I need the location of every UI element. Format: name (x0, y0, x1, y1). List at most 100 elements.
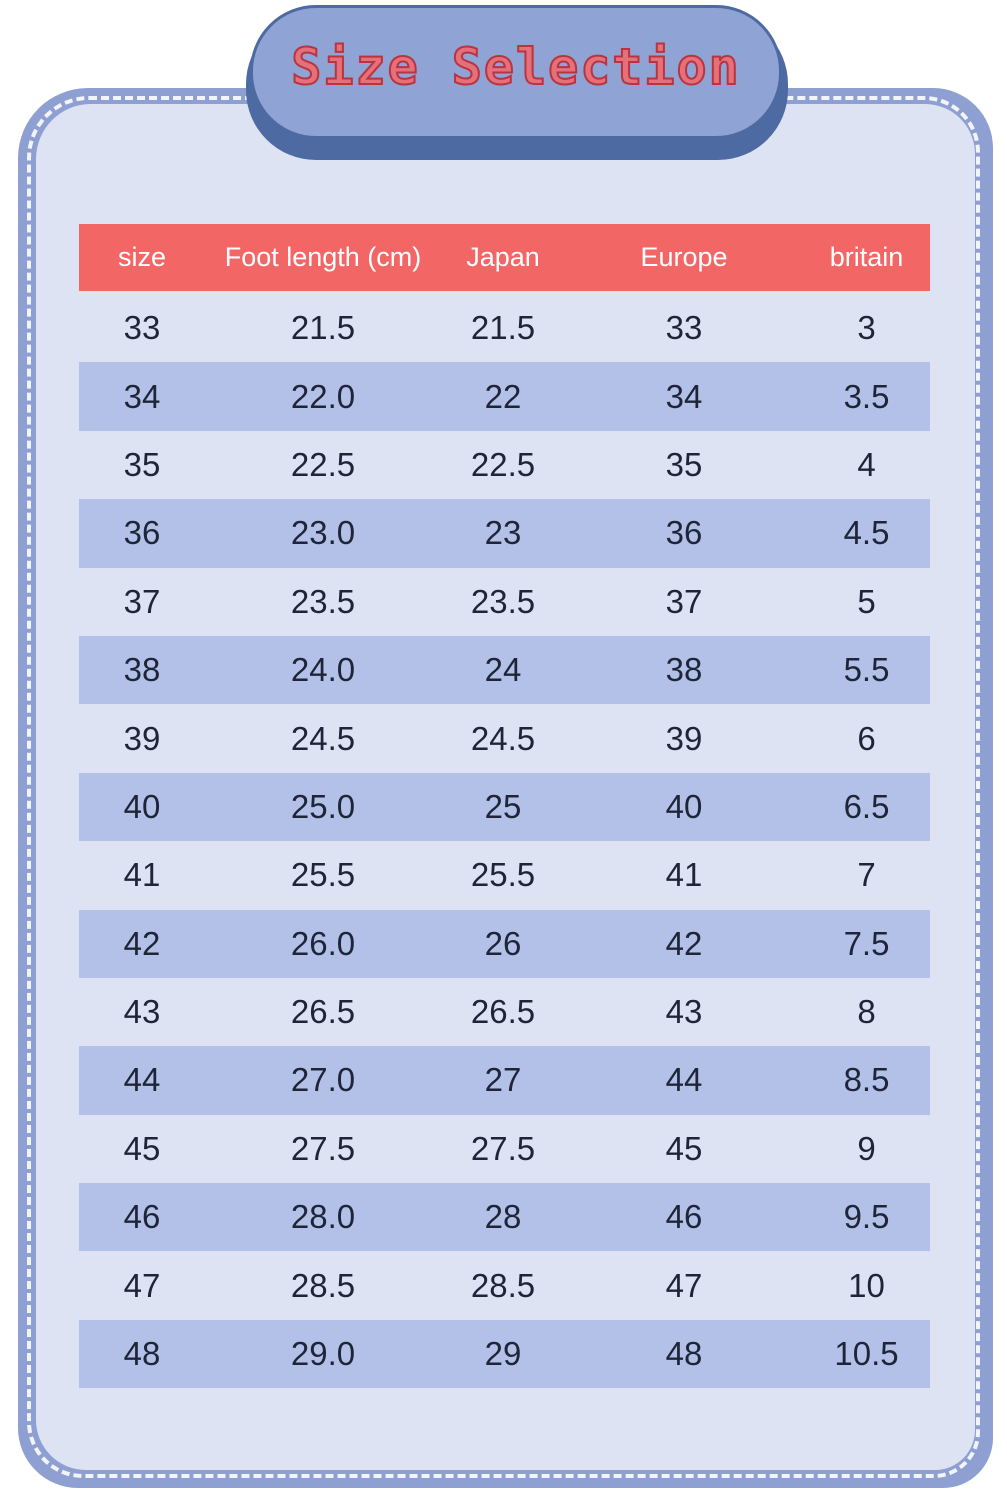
cell-size: 47 (123, 1266, 161, 1304)
cell-foot-length: 26.5 (290, 993, 356, 1031)
table-row: 46 28.0 28 46 9.5 (79, 1183, 930, 1252)
cell-japan: 23 (484, 514, 522, 552)
table-row: 40 25.0 25 40 6.5 (79, 772, 930, 842)
cell-japan: 25.5 (470, 856, 536, 894)
cell-europe: 41 (665, 856, 703, 894)
cell-japan: 27.5 (470, 1129, 536, 1167)
page-title: Size Selection (290, 37, 741, 97)
table-row: 41 25.5 25.5 41 7 (79, 841, 930, 909)
cell-foot-length: 28.0 (290, 1198, 356, 1236)
cell-foot-length: 27.0 (290, 1061, 356, 1099)
table-row: 37 23.5 23.5 37 5 (79, 568, 930, 636)
table-row: 43 26.5 26.5 43 8 (79, 978, 930, 1046)
cell-size: 43 (123, 993, 161, 1031)
cell-foot-length: 23.5 (290, 582, 356, 620)
cell-japan: 26.5 (470, 993, 536, 1031)
cell-size: 33 (123, 309, 161, 347)
cell-britain: 7.5 (843, 924, 890, 962)
table-row: 45 27.5 27.5 45 9 (79, 1115, 930, 1183)
table-header: size Foot length (cm) Japan Europe brita… (79, 224, 930, 291)
cell-britain: 4 (857, 445, 876, 483)
cell-size: 38 (123, 651, 161, 689)
cell-foot-length: 22.5 (290, 445, 356, 483)
table-row: 42 26.0 26 42 7.5 (79, 909, 930, 978)
title-banner (250, 5, 782, 139)
cell-japan: 22.5 (470, 445, 536, 483)
header-foot-length: Foot length (cm) (224, 242, 422, 272)
cell-size: 37 (123, 582, 161, 620)
cell-size: 45 (123, 1129, 161, 1167)
cell-britain: 8 (857, 993, 876, 1031)
cell-size: 46 (123, 1198, 161, 1236)
cell-size: 35 (123, 445, 161, 483)
cell-britain: 9.5 (843, 1198, 890, 1236)
cell-britain: 10.5 (834, 1335, 899, 1373)
cell-europe: 40 (665, 787, 703, 825)
table-row: 36 23.0 23 36 4.5 (79, 499, 930, 568)
cell-size: 39 (123, 719, 161, 757)
cell-japan: 28.5 (470, 1266, 536, 1304)
cell-europe: 35 (665, 445, 703, 483)
cell-foot-length: 25.5 (290, 856, 356, 894)
table-row: 33 21.5 21.5 33 3 (79, 294, 930, 362)
cell-size: 36 (123, 514, 161, 552)
cell-foot-length: 27.5 (290, 1129, 356, 1167)
header-europe: Europe (640, 242, 728, 272)
table-row: 38 24.0 24 38 5.5 (79, 635, 930, 705)
cell-foot-length: 29.0 (290, 1335, 356, 1373)
cell-britain: 9 (857, 1129, 876, 1167)
table-row: 47 28.5 28.5 47 10 (79, 1251, 930, 1319)
header-size: size (117, 242, 166, 272)
table-row: 34 22.0 22 34 3.5 (79, 362, 930, 431)
cell-japan: 23.5 (470, 582, 536, 620)
cell-foot-length: 28.5 (290, 1266, 356, 1304)
cell-japan: 29 (484, 1335, 522, 1373)
cell-foot-length: 26.0 (290, 924, 356, 962)
cell-japan: 24.5 (470, 719, 536, 757)
cell-europe: 47 (665, 1266, 703, 1304)
cell-europe: 34 (665, 377, 703, 415)
cell-size: 42 (123, 924, 161, 962)
cell-britain: 5.5 (843, 651, 890, 689)
cell-japan: 25 (484, 787, 522, 825)
size-table: size Foot length (cm) Japan Europe brita… (79, 224, 930, 1389)
cell-foot-length: 24.0 (290, 651, 356, 689)
cell-europe: 42 (665, 924, 703, 962)
table-row: 48 29.0 29 48 10.5 (79, 1319, 930, 1389)
cell-britain: 3.5 (843, 377, 890, 415)
cell-size: 48 (123, 1335, 161, 1373)
table-row: 35 22.5 22.5 35 4 (79, 431, 930, 499)
cell-britain: 4.5 (843, 514, 890, 552)
cell-size: 44 (123, 1061, 161, 1099)
cell-foot-length: 22.0 (290, 377, 356, 415)
cell-britain: 8.5 (843, 1061, 890, 1099)
cell-foot-length: 23.0 (290, 514, 356, 552)
cell-europe: 48 (665, 1335, 703, 1373)
cell-britain: 7 (857, 856, 876, 894)
cell-europe: 45 (665, 1129, 703, 1167)
cell-europe: 44 (665, 1061, 703, 1099)
cell-europe: 37 (665, 582, 703, 620)
cell-europe: 38 (665, 651, 703, 689)
cell-foot-length: 21.5 (290, 309, 356, 347)
cell-europe: 36 (665, 514, 703, 552)
cell-britain: 6.5 (843, 787, 890, 825)
cell-foot-length: 24.5 (290, 719, 356, 757)
cell-japan: 22 (484, 377, 522, 415)
cell-britain: 6 (857, 719, 876, 757)
cell-britain: 5 (857, 582, 876, 620)
cell-japan: 28 (484, 1198, 522, 1236)
cell-europe: 33 (665, 309, 703, 347)
cell-europe: 43 (665, 993, 703, 1031)
cell-britain: 10 (848, 1266, 885, 1304)
cell-japan: 21.5 (470, 309, 536, 347)
cell-britain: 3 (857, 309, 876, 347)
cell-japan: 26 (484, 924, 522, 962)
cell-size: 41 (123, 856, 161, 894)
table-row: 44 27.0 27 44 8.5 (79, 1046, 930, 1115)
cell-europe: 46 (665, 1198, 703, 1236)
cell-japan: 24 (484, 651, 522, 689)
header-japan: Japan (466, 242, 540, 272)
table-row: 39 24.5 24.5 39 6 (79, 704, 930, 772)
cell-europe: 39 (665, 719, 703, 757)
